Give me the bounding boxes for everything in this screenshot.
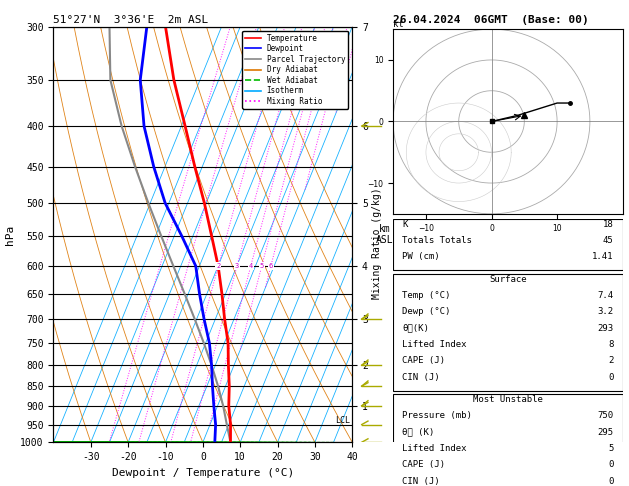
Text: Most Unstable: Most Unstable [473, 395, 543, 404]
Text: 8: 8 [608, 340, 613, 349]
Text: LCL: LCL [335, 417, 350, 425]
Text: 3: 3 [235, 263, 239, 269]
Text: 45: 45 [603, 236, 613, 245]
Text: 293: 293 [598, 324, 613, 333]
Text: 4: 4 [248, 263, 253, 269]
Text: 51°27'N  3°36'E  2m ASL: 51°27'N 3°36'E 2m ASL [53, 15, 209, 25]
Text: 26.04.2024  06GMT  (Base: 00): 26.04.2024 06GMT (Base: 00) [393, 15, 589, 25]
Text: Pressure (mb): Pressure (mb) [403, 412, 472, 420]
Y-axis label: km
ASL: km ASL [376, 224, 393, 245]
Legend: Temperature, Dewpoint, Parcel Trajectory, Dry Adiabat, Wet Adiabat, Isotherm, Mi: Temperature, Dewpoint, Parcel Trajectory… [242, 31, 348, 109]
Text: K: K [403, 220, 408, 229]
Text: 18: 18 [603, 220, 613, 229]
X-axis label: Dewpoint / Temperature (°C): Dewpoint / Temperature (°C) [112, 468, 294, 478]
Text: Dewp (°C): Dewp (°C) [403, 308, 451, 316]
Text: 7.4: 7.4 [598, 291, 613, 300]
Text: Lifted Index: Lifted Index [403, 340, 467, 349]
Text: 0: 0 [608, 460, 613, 469]
Text: kt: kt [393, 20, 404, 29]
Text: CIN (J): CIN (J) [403, 373, 440, 382]
Text: 0: 0 [608, 477, 613, 486]
Text: CAPE (J): CAPE (J) [403, 460, 445, 469]
Text: 750: 750 [598, 412, 613, 420]
Text: θᴇ (K): θᴇ (K) [403, 428, 435, 437]
Y-axis label: hPa: hPa [4, 225, 14, 244]
Text: θᴇ(K): θᴇ(K) [403, 324, 429, 333]
Text: 5: 5 [260, 263, 264, 269]
Text: CAPE (J): CAPE (J) [403, 356, 445, 365]
Text: 2: 2 [216, 263, 220, 269]
Text: Surface: Surface [489, 275, 526, 284]
Text: Temp (°C): Temp (°C) [403, 291, 451, 300]
Text: 5: 5 [608, 444, 613, 453]
Text: 2: 2 [608, 356, 613, 365]
Text: 1.41: 1.41 [592, 252, 613, 261]
Text: Mixing Ratio (g/kg): Mixing Ratio (g/kg) [372, 187, 382, 299]
Text: CIN (J): CIN (J) [403, 477, 440, 486]
Text: PW (cm): PW (cm) [403, 252, 440, 261]
Text: 6: 6 [269, 263, 273, 269]
Text: 295: 295 [598, 428, 613, 437]
Text: Totals Totals: Totals Totals [403, 236, 472, 245]
Text: 0: 0 [608, 373, 613, 382]
Text: 3.2: 3.2 [598, 308, 613, 316]
Text: Lifted Index: Lifted Index [403, 444, 467, 453]
